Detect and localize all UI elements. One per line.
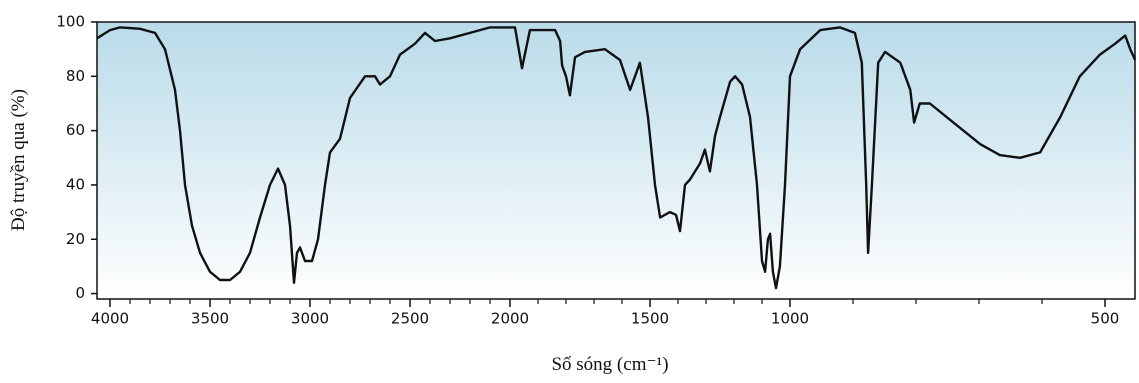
x-tick-label: 2500 bbox=[391, 310, 429, 328]
plot-frame bbox=[96, 21, 1136, 300]
y-tick-label: 40 bbox=[66, 175, 85, 193]
x-tick-label: 3500 bbox=[191, 310, 229, 328]
y-tick-label: 0 bbox=[75, 284, 85, 302]
y-axis-title: Độ truyền qua (%) bbox=[8, 89, 29, 231]
x-tick-label: 1000 bbox=[771, 310, 809, 328]
x-tick-label: 1500 bbox=[631, 310, 669, 328]
x-axis-title: Số sóng (cm⁻¹) bbox=[551, 354, 668, 375]
x-tick-label: 2000 bbox=[491, 310, 529, 328]
plot-background bbox=[97, 22, 1135, 299]
y-tick-label: 20 bbox=[66, 230, 85, 248]
x-tick-label: 4000 bbox=[91, 310, 129, 328]
y-tick-label: 100 bbox=[56, 13, 85, 31]
x-tick-label: 500 bbox=[1091, 310, 1120, 328]
x-tick-label: 3000 bbox=[291, 310, 329, 328]
y-tick-label: 60 bbox=[66, 121, 85, 139]
spectrum-line bbox=[96, 26, 1137, 290]
y-tick-label: 80 bbox=[66, 67, 85, 85]
